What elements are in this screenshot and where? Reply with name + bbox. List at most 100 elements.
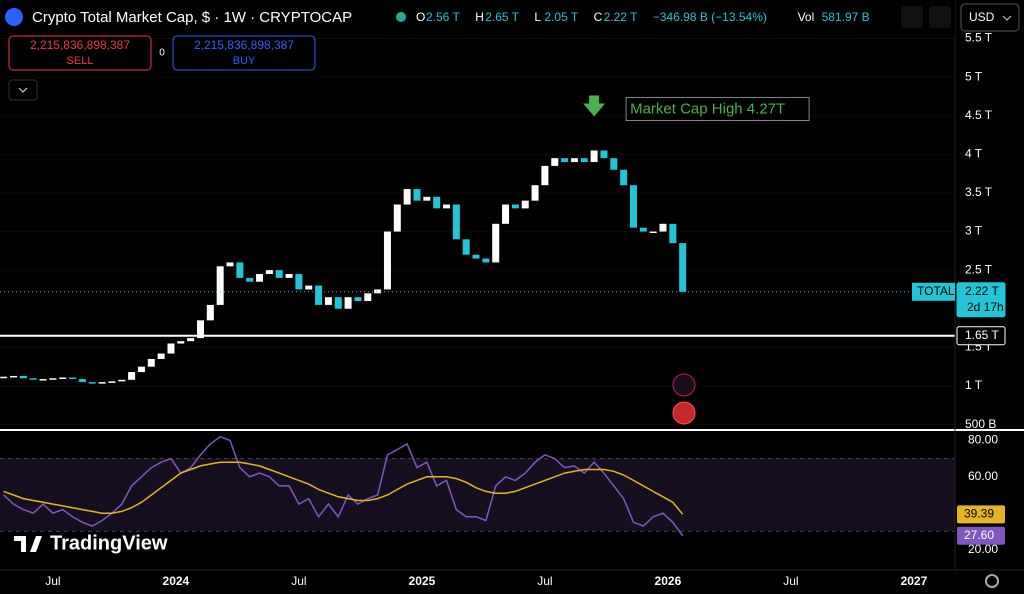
- candle: [413, 189, 421, 201]
- icon-button[interactable]: [929, 6, 951, 28]
- buy-price: 2,215,836,898,387: [194, 38, 294, 52]
- price-label-bg: [956, 326, 1006, 346]
- candle: [295, 274, 303, 290]
- candle: [256, 274, 264, 282]
- candle: [167, 343, 175, 354]
- currency[interactable]: USD: [969, 10, 995, 24]
- value-label: 27.60: [964, 528, 994, 542]
- ohlc: O 2.56 T H 2.65 T L 2.05 T C 2.22 T −346.98 B (−…: [416, 10, 870, 24]
- candle: [137, 366, 145, 373]
- candle: [679, 243, 687, 292]
- spread: 0: [159, 48, 165, 59]
- price-label-bg: [956, 282, 1006, 318]
- series-tag: TOTAL: [917, 284, 955, 298]
- value-label-bg: [957, 505, 1005, 524]
- candle: [659, 223, 667, 232]
- candle: [472, 254, 480, 259]
- candle: [669, 223, 677, 244]
- candle: [620, 169, 628, 186]
- countdown: 2d 17h: [967, 300, 1004, 314]
- candle: [196, 320, 204, 339]
- candle: [216, 266, 224, 305]
- candle: [502, 204, 510, 224]
- logo-mark: [14, 536, 42, 552]
- ohlc-value: 2.56 T: [426, 10, 460, 24]
- rsi-pane: [0, 435, 955, 537]
- sell-label: SELL: [67, 55, 94, 67]
- candle: [462, 239, 470, 255]
- value-label: 39.39: [964, 506, 994, 520]
- icon-button[interactable]: [901, 6, 923, 28]
- candle: [49, 378, 57, 380]
- y-tick-label: 500 B: [965, 417, 996, 431]
- sell-button[interactable]: [8, 35, 152, 71]
- x-tick-label: Jul: [537, 574, 552, 588]
- candle: [354, 297, 362, 302]
- annotation: Market Cap High 4.27T: [630, 100, 785, 117]
- candle: [147, 358, 155, 367]
- symbol-icon: [5, 8, 23, 26]
- candle: [393, 204, 401, 232]
- candle: [541, 165, 549, 186]
- chevron: [18, 87, 28, 93]
- candle: [69, 377, 77, 380]
- y-tick-label: 5 T: [965, 69, 983, 83]
- candle: [600, 150, 608, 159]
- candle: [108, 381, 116, 383]
- candle: [590, 150, 598, 163]
- candle: [639, 227, 647, 232]
- candle: [29, 378, 37, 380]
- candle: [0, 376, 8, 379]
- sell-price: 2,215,836,898,387: [30, 38, 130, 52]
- ohlc-value: 2.65 T: [485, 10, 519, 24]
- candle: [177, 341, 185, 344]
- candle: [285, 274, 293, 278]
- y-tick-label: 80.00: [968, 433, 998, 447]
- ohlc-label: L: [534, 10, 541, 24]
- candle: [629, 185, 637, 228]
- price-pane: Market Cap High 4.27T: [0, 37, 955, 426]
- candle: [59, 377, 67, 379]
- y-tick-label: 3 T: [965, 224, 983, 238]
- event-icon[interactable]: [672, 401, 696, 425]
- candle: [364, 293, 372, 302]
- band: [0, 458, 955, 532]
- candle: [374, 289, 382, 294]
- candle: [344, 297, 352, 309]
- ohlc-label: O: [416, 10, 425, 24]
- vol-label: Vol: [798, 10, 815, 24]
- settings-icon[interactable]: [985, 574, 999, 588]
- candle: [610, 158, 618, 170]
- candle: [246, 277, 254, 282]
- x-tick-label: 2026: [655, 574, 682, 588]
- x-tick-label: 2027: [901, 574, 928, 588]
- x-tick-label: 2025: [409, 574, 436, 588]
- candle: [649, 231, 657, 234]
- ohlc-label: H: [475, 10, 484, 24]
- candle: [492, 223, 500, 263]
- status-dot: [396, 12, 406, 22]
- event-icon[interactable]: [672, 373, 696, 397]
- y-tick-label: 5.5 T: [965, 31, 993, 45]
- change: −346.98 B (−13.54%): [653, 10, 767, 24]
- y-tick-label: 60.00: [968, 469, 998, 483]
- candle: [521, 200, 529, 209]
- y-tick-label: 2.5 T: [965, 262, 993, 276]
- candle: [118, 379, 126, 382]
- buy-button[interactable]: [172, 35, 316, 71]
- currency-select[interactable]: [960, 3, 1020, 32]
- candle: [482, 258, 490, 263]
- x-tick-label: 2024: [163, 574, 190, 588]
- candle: [10, 375, 18, 378]
- candle: [157, 353, 165, 359]
- collapse-button[interactable]: [8, 79, 38, 101]
- candle: [19, 375, 27, 379]
- x-tick-label: Jul: [783, 574, 798, 588]
- candle: [551, 158, 559, 166]
- candle: [39, 379, 47, 381]
- candle: [275, 270, 283, 278]
- x-tick-label: Jul: [291, 574, 306, 588]
- candle: [403, 189, 411, 205]
- candle: [324, 297, 332, 305]
- rsi-line: [3, 461, 684, 515]
